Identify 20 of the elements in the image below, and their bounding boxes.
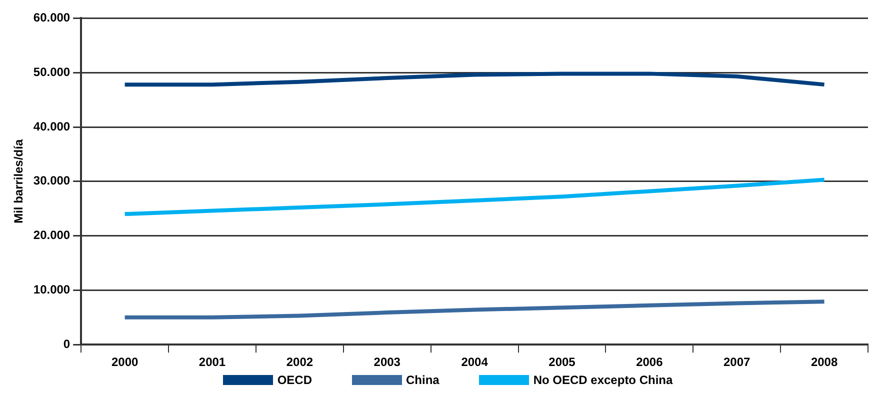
y-tick-label: 10.000 xyxy=(33,282,70,297)
y-tick-label: 60.000 xyxy=(33,10,70,25)
x-tick-label: 2003 xyxy=(374,355,401,370)
x-tick-label: 2007 xyxy=(724,355,751,370)
x-tick-label: 2006 xyxy=(636,355,664,370)
legend-label: China xyxy=(406,373,440,387)
x-tick-label: 2002 xyxy=(286,355,314,370)
x-tick-label: 2000 xyxy=(111,355,138,370)
legend-label: No OECD excepto China xyxy=(533,373,673,387)
x-tick-label: 2005 xyxy=(548,355,576,370)
y-axis-title: Mil barriles/día xyxy=(12,139,26,224)
x-tick-label: 2004 xyxy=(461,355,488,370)
y-tick-label: 50.000 xyxy=(33,64,70,79)
y-tick-label: 40.000 xyxy=(33,119,70,134)
y-tick-label: 20.000 xyxy=(33,228,70,242)
x-tick-label: 2008 xyxy=(810,355,838,370)
y-tick-label: 30.000 xyxy=(33,174,70,188)
legend-label: OECD xyxy=(277,373,312,387)
y-tick-label: 0 xyxy=(63,336,70,351)
x-tick-label: 2001 xyxy=(198,355,226,370)
